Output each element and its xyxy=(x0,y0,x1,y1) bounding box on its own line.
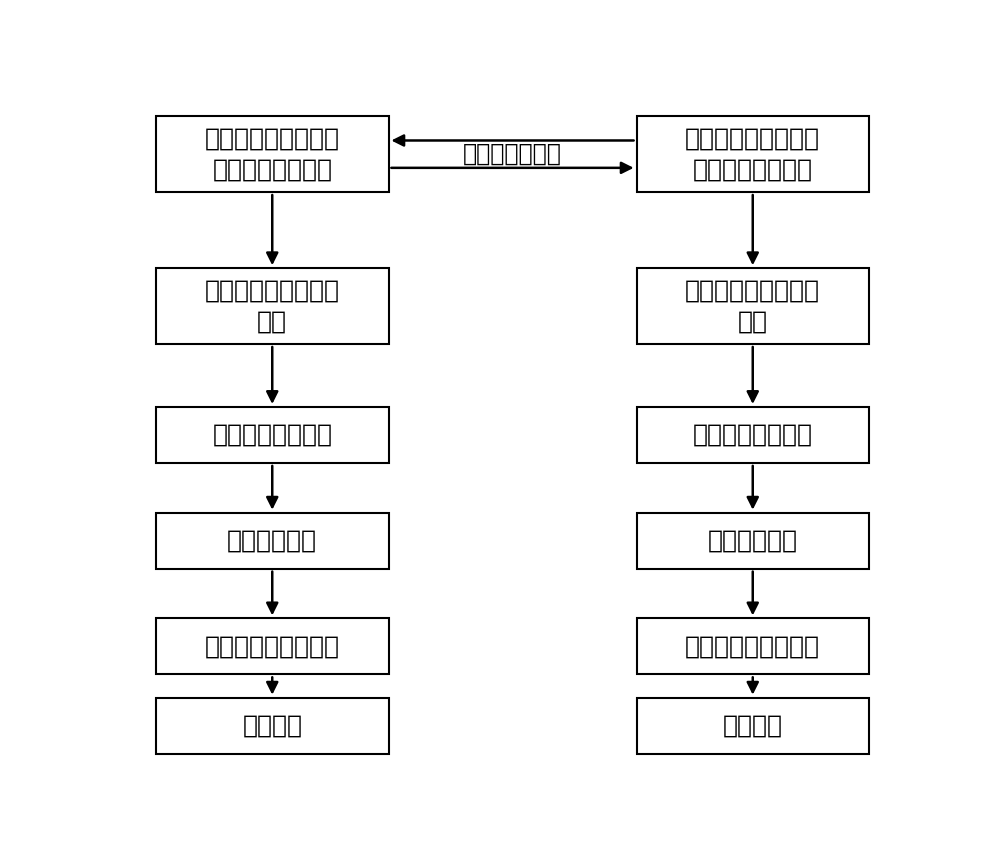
FancyBboxPatch shape xyxy=(156,698,388,753)
FancyBboxPatch shape xyxy=(637,698,869,753)
Text: 采样量化信号强度: 采样量化信号强度 xyxy=(693,423,813,447)
Text: 信道相干时间内: 信道相干时间内 xyxy=(463,142,562,166)
Text: 最终密钥: 最终密钥 xyxy=(242,714,302,738)
Text: 第一通信端发送训练
序列给第二通信端: 第一通信端发送训练 序列给第二通信端 xyxy=(205,126,340,182)
Text: 天线接收，进行信道
评估: 天线接收，进行信道 评估 xyxy=(205,278,340,334)
FancyBboxPatch shape xyxy=(637,512,869,569)
Text: 第二通信端发送训练
序列给第一通信端: 第二通信端发送训练 序列给第一通信端 xyxy=(685,126,820,182)
Text: 生成初始密钥: 生成初始密钥 xyxy=(708,529,798,553)
Text: 信息协调和保密增强: 信息协调和保密增强 xyxy=(685,634,820,658)
Text: 天线接收，进行信道
评估: 天线接收，进行信道 评估 xyxy=(685,278,820,334)
FancyBboxPatch shape xyxy=(156,619,388,674)
FancyBboxPatch shape xyxy=(156,407,388,463)
FancyBboxPatch shape xyxy=(637,268,869,344)
Text: 信息协调和保密增强: 信息协调和保密增强 xyxy=(205,634,340,658)
FancyBboxPatch shape xyxy=(637,407,869,463)
FancyBboxPatch shape xyxy=(156,116,388,192)
FancyBboxPatch shape xyxy=(156,268,388,344)
FancyBboxPatch shape xyxy=(637,619,869,674)
Text: 采样量化信号强度: 采样量化信号强度 xyxy=(212,423,332,447)
Text: 生成初始密钥: 生成初始密钥 xyxy=(227,529,317,553)
FancyBboxPatch shape xyxy=(156,512,388,569)
Text: 最终密钥: 最终密钥 xyxy=(723,714,783,738)
FancyBboxPatch shape xyxy=(637,116,869,192)
